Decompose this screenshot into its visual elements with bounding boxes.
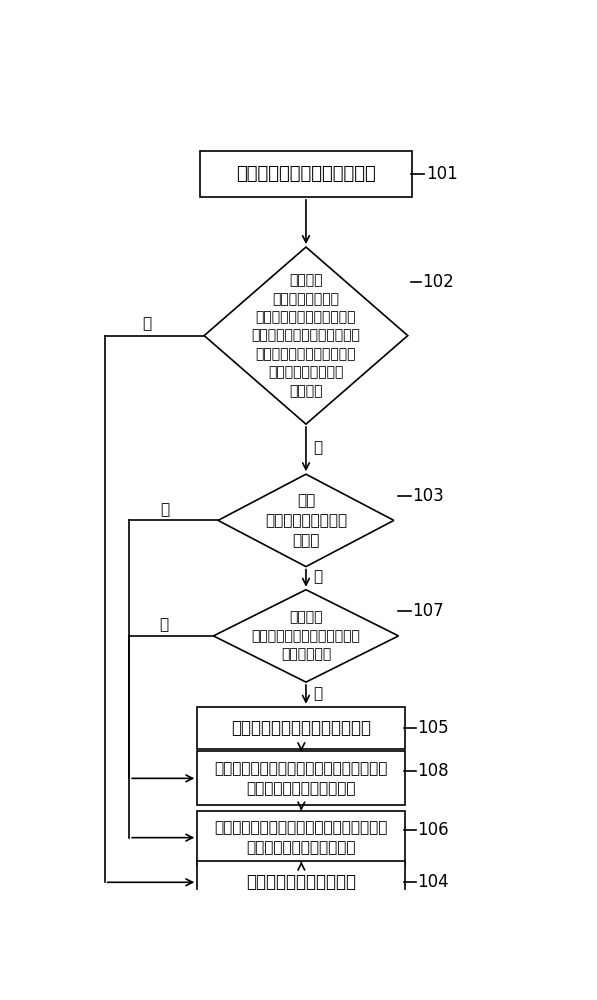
Text: 108: 108 bbox=[417, 762, 448, 780]
Text: 在终端的显示界面内，删除分身应用图标，
并删除分身应用产生的数据: 在终端的显示界面内，删除分身应用图标， 并删除分身应用产生的数据 bbox=[215, 820, 388, 855]
Text: 102: 102 bbox=[421, 273, 453, 291]
Text: 确定当前
主应用的分身应用的数量是否
达到数量上限: 确定当前 主应用的分身应用的数量是否 达到数量上限 bbox=[251, 610, 361, 661]
Text: 104: 104 bbox=[417, 873, 448, 891]
Text: 103: 103 bbox=[413, 487, 444, 505]
Text: 否: 否 bbox=[141, 316, 151, 331]
Text: 107: 107 bbox=[413, 602, 444, 620]
Polygon shape bbox=[204, 247, 408, 424]
Text: 在终端中生成主应用的分身应用: 在终端中生成主应用的分身应用 bbox=[231, 719, 371, 737]
Text: 106: 106 bbox=[417, 821, 448, 839]
Bar bbox=[197, 751, 405, 805]
Text: 在显示界面内生成提示信息，以告知用户主
应用当前无法生成分身应用: 在显示界面内生成提示信息，以告知用户主 应用当前无法生成分身应用 bbox=[215, 761, 388, 796]
Text: 在检测到
用户触碰应用图标
的时长达到阈值时间之后，
检测用户停止触碰应用图标之
后的一定时间内终端被连续
摇动的次数是否达到
阈值次数: 在检测到 用户触碰应用图标 的时长达到阈值时间之后， 检测用户停止触碰应用图标之… bbox=[251, 273, 361, 398]
Text: 否: 否 bbox=[160, 502, 170, 517]
Text: 确定
用户所选应用是否为
主应用: 确定 用户所选应用是否为 主应用 bbox=[265, 493, 347, 548]
Polygon shape bbox=[218, 474, 394, 567]
Text: 检测用户触碰应用图标的时长: 检测用户触碰应用图标的时长 bbox=[236, 165, 376, 183]
Text: 是: 是 bbox=[313, 569, 322, 584]
Bar bbox=[197, 811, 405, 865]
Bar bbox=[199, 151, 413, 197]
Polygon shape bbox=[214, 590, 399, 682]
Text: 105: 105 bbox=[417, 719, 448, 737]
Text: 101: 101 bbox=[426, 165, 458, 183]
Text: 是: 是 bbox=[313, 441, 322, 456]
Text: 结束分身应用的管理过程: 结束分身应用的管理过程 bbox=[247, 873, 356, 891]
Bar bbox=[197, 861, 405, 903]
Text: 否: 否 bbox=[313, 686, 322, 701]
Bar bbox=[197, 707, 405, 749]
Text: 是: 是 bbox=[159, 617, 168, 632]
